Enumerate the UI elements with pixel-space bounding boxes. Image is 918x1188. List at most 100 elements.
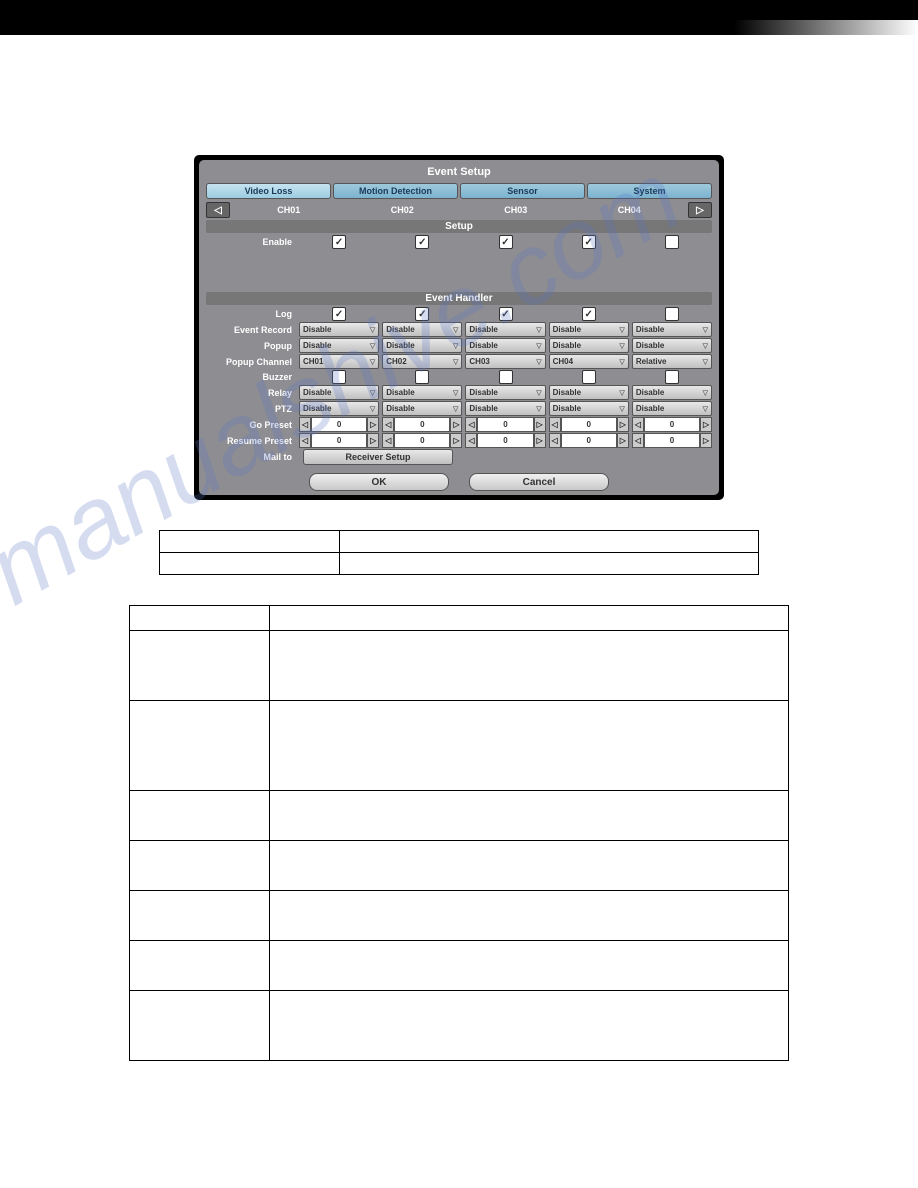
popup_channel-dropdown[interactable]: CH03▽ xyxy=(465,354,545,369)
relay-row: RelayDisable▽Disable▽Disable▽Disable▽Dis… xyxy=(206,385,712,400)
spin-up[interactable]: ▷ xyxy=(534,433,546,448)
log-checkbox[interactable] xyxy=(665,307,679,321)
spin-up[interactable]: ▷ xyxy=(700,417,712,432)
event_record-dropdown[interactable]: Disable▽ xyxy=(299,322,379,337)
buzzer-checkbox[interactable] xyxy=(582,370,596,384)
spin-down[interactable]: ◁ xyxy=(549,433,561,448)
dialog-title: Event Setup xyxy=(203,164,715,180)
spin-down[interactable]: ◁ xyxy=(382,417,394,432)
tab-bar: Video Loss Motion Detection Sensor Syste… xyxy=(206,183,712,199)
enable-row: Enable ✓ ✓ ✓ ✓ xyxy=(206,235,712,249)
popup_channel-row: Popup ChannelCH01▽CH02▽CH03▽CH04▽Relativ… xyxy=(206,354,712,369)
go_preset-spinner: ◁0▷ xyxy=(299,417,379,432)
event_record-dropdown[interactable]: Disable▽ xyxy=(382,322,462,337)
spin-up[interactable]: ▷ xyxy=(450,417,462,432)
spin-down[interactable]: ◁ xyxy=(299,433,311,448)
buzzer-checkbox[interactable] xyxy=(332,370,346,384)
relay-dropdown[interactable]: Disable▽ xyxy=(549,385,629,400)
enable-checkbox[interactable] xyxy=(665,235,679,249)
go_preset-spinner: ◁0▷ xyxy=(382,417,462,432)
log-checkbox[interactable]: ✓ xyxy=(499,307,513,321)
spin-value: 0 xyxy=(311,417,367,432)
spin-value: 0 xyxy=(394,433,450,448)
spin-down[interactable]: ◁ xyxy=(632,417,644,432)
enable-checkbox[interactable]: ✓ xyxy=(499,235,513,249)
tab-motion-detection[interactable]: Motion Detection xyxy=(333,183,458,199)
event_record-dropdown[interactable]: Disable▽ xyxy=(549,322,629,337)
channel-prev-arrow[interactable]: ◁ xyxy=(206,202,230,218)
mail-to-label: Mail to xyxy=(206,452,296,462)
table-row xyxy=(160,531,759,553)
popup_channel-dropdown[interactable]: Relative▽ xyxy=(632,354,712,369)
ptz-dropdown[interactable]: Disable▽ xyxy=(632,401,712,416)
spin-up[interactable]: ▷ xyxy=(700,433,712,448)
cancel-button[interactable]: Cancel xyxy=(469,473,609,491)
go_preset-spinner: ◁0▷ xyxy=(465,417,545,432)
spin-up[interactable]: ▷ xyxy=(534,417,546,432)
spin-value: 0 xyxy=(311,433,367,448)
channel-label: CH02 xyxy=(348,205,458,215)
ptz-dropdown[interactable]: Disable▽ xyxy=(299,401,379,416)
enable-checkbox[interactable]: ✓ xyxy=(582,235,596,249)
channel-next-arrow[interactable]: ▷ xyxy=(688,202,712,218)
log-checkbox[interactable]: ✓ xyxy=(415,307,429,321)
popup-dropdown[interactable]: Disable▽ xyxy=(382,338,462,353)
resume_preset-spinner: ◁0▷ xyxy=(465,433,545,448)
popup_channel-dropdown[interactable]: CH01▽ xyxy=(299,354,379,369)
ok-button[interactable]: OK xyxy=(309,473,449,491)
enable-label: Enable xyxy=(206,237,296,247)
table-row xyxy=(130,841,789,891)
log-checkbox[interactable]: ✓ xyxy=(582,307,596,321)
go_preset-row: Go Preset◁0▷◁0▷◁0▷◁0▷◁0▷ xyxy=(206,417,712,432)
tab-sensor[interactable]: Sensor xyxy=(460,183,585,199)
spin-up[interactable]: ▷ xyxy=(617,417,629,432)
spin-down[interactable]: ◁ xyxy=(465,433,477,448)
tab-video-loss[interactable]: Video Loss xyxy=(206,183,331,199)
table-row xyxy=(160,553,759,575)
event_record-dropdown[interactable]: Disable▽ xyxy=(632,322,712,337)
ptz-dropdown[interactable]: Disable▽ xyxy=(465,401,545,416)
spin-down[interactable]: ◁ xyxy=(382,433,394,448)
table-row xyxy=(130,631,789,701)
buzzer-checkbox[interactable] xyxy=(665,370,679,384)
spin-up[interactable]: ▷ xyxy=(367,417,379,432)
table-row xyxy=(130,791,789,841)
enable-checkbox[interactable]: ✓ xyxy=(332,235,346,249)
spin-down[interactable]: ◁ xyxy=(549,417,561,432)
relay-dropdown[interactable]: Disable▽ xyxy=(382,385,462,400)
event_record-dropdown[interactable]: Disable▽ xyxy=(465,322,545,337)
ptz-dropdown[interactable]: Disable▽ xyxy=(382,401,462,416)
relay-label: Relay xyxy=(206,388,296,398)
spin-down[interactable]: ◁ xyxy=(465,417,477,432)
spin-up[interactable]: ▷ xyxy=(617,433,629,448)
mail-to-row: Mail to Receiver Setup xyxy=(206,449,712,465)
spin-value: 0 xyxy=(561,433,617,448)
popup-dropdown[interactable]: Disable▽ xyxy=(299,338,379,353)
ptz-dropdown[interactable]: Disable▽ xyxy=(549,401,629,416)
table-row xyxy=(130,606,789,631)
popup-dropdown[interactable]: Disable▽ xyxy=(549,338,629,353)
receiver-setup-button[interactable]: Receiver Setup xyxy=(303,449,453,465)
go_preset-spinner: ◁0▷ xyxy=(549,417,629,432)
relay-dropdown[interactable]: Disable▽ xyxy=(299,385,379,400)
spin-down[interactable]: ◁ xyxy=(632,433,644,448)
popup_channel-dropdown[interactable]: CH02▽ xyxy=(382,354,462,369)
handler-section-header: Event Handler xyxy=(206,292,712,305)
spin-up[interactable]: ▷ xyxy=(450,433,462,448)
tab-system[interactable]: System xyxy=(587,183,712,199)
buzzer-checkbox[interactable] xyxy=(415,370,429,384)
enable-checkbox[interactable]: ✓ xyxy=(415,235,429,249)
log-checkbox[interactable]: ✓ xyxy=(332,307,346,321)
spin-up[interactable]: ▷ xyxy=(367,433,379,448)
event_record-row: Event RecordDisable▽Disable▽Disable▽Disa… xyxy=(206,322,712,337)
spin-value: 0 xyxy=(644,433,700,448)
relay-dropdown[interactable]: Disable▽ xyxy=(632,385,712,400)
popup_channel-dropdown[interactable]: CH04▽ xyxy=(549,354,629,369)
table-row xyxy=(130,991,789,1061)
buzzer-checkbox[interactable] xyxy=(499,370,513,384)
popup-row: PopupDisable▽Disable▽Disable▽Disable▽Dis… xyxy=(206,338,712,353)
spin-down[interactable]: ◁ xyxy=(299,417,311,432)
popup-dropdown[interactable]: Disable▽ xyxy=(465,338,545,353)
relay-dropdown[interactable]: Disable▽ xyxy=(465,385,545,400)
popup-dropdown[interactable]: Disable▽ xyxy=(632,338,712,353)
